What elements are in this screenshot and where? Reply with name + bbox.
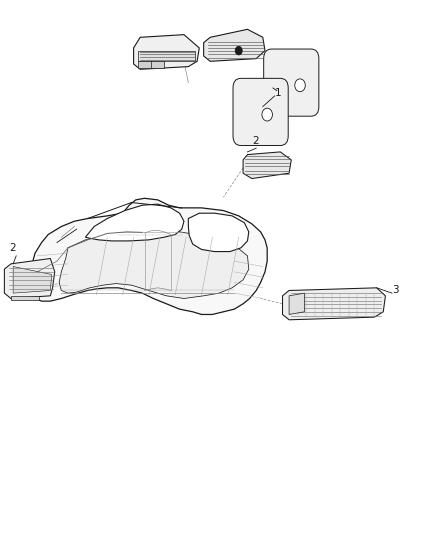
Circle shape [262,108,272,121]
Polygon shape [283,288,385,320]
Polygon shape [32,198,267,314]
Text: 2: 2 [252,135,258,146]
Circle shape [295,79,305,92]
Polygon shape [4,259,55,298]
Polygon shape [204,29,265,61]
Polygon shape [11,296,39,300]
Circle shape [235,46,242,55]
FancyBboxPatch shape [264,49,319,116]
Polygon shape [13,266,52,293]
Polygon shape [289,293,304,314]
Polygon shape [138,51,195,61]
Polygon shape [138,61,164,68]
Text: 2: 2 [10,243,16,253]
Polygon shape [134,35,199,69]
Text: 1: 1 [275,88,281,98]
FancyBboxPatch shape [233,78,288,146]
Polygon shape [59,232,249,298]
Text: 3: 3 [392,286,399,295]
Polygon shape [243,152,291,179]
Polygon shape [85,204,184,241]
Polygon shape [188,213,249,252]
